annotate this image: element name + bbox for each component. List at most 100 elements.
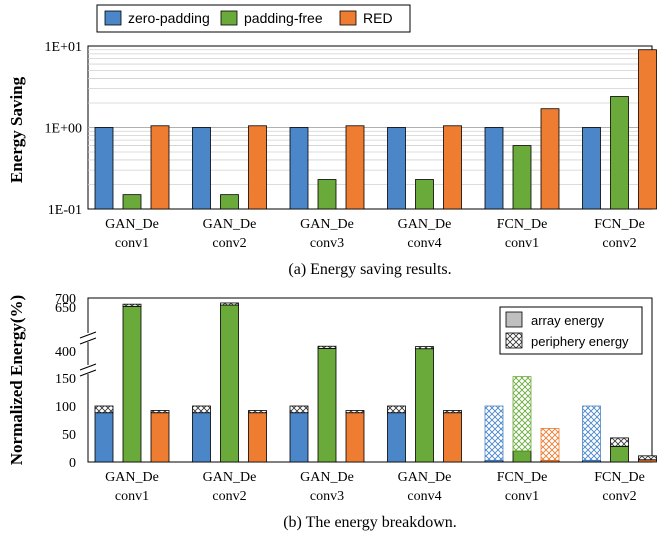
chart-b-axis-breaks <box>79 331 97 377</box>
x-tick-label: GAN_De <box>105 470 159 485</box>
x-tick-label: GAN_De <box>398 470 452 485</box>
x-tick-label: conv4 <box>407 236 441 251</box>
chart-b-x-ticks: GAN_De conv1 GAN_De conv2 GAN_De conv3 GAN_Dec… <box>105 470 645 504</box>
bar-padding-free-5 <box>610 96 629 210</box>
bar-periphery-padding-free-3 <box>415 346 434 350</box>
y-tick-label: 100 <box>55 400 76 415</box>
bar-zero-padding-1 <box>192 127 211 210</box>
bar-array-padding-free-0 <box>122 305 142 463</box>
legend-label-zero-padding: zero-padding <box>128 10 210 26</box>
chart-a-bars <box>94 49 657 210</box>
x-tick-label: conv1 <box>115 489 149 504</box>
bar-periphery-red-3 <box>443 410 462 414</box>
series-legend: zero-padding padding-free RED <box>96 4 411 33</box>
bar-periphery-red-2 <box>345 410 365 414</box>
x-tick-label: GAN_De <box>203 470 257 485</box>
bar-array-zero-padding-2 <box>289 412 309 463</box>
legend-label-red: RED <box>363 10 393 26</box>
bar-zero-padding-0 <box>94 127 114 210</box>
y-tick-label: 1E+01 <box>45 40 82 55</box>
legend-label-padding-free: padding-free <box>244 10 323 26</box>
legend-swatch-array-energy <box>505 311 523 328</box>
bar-array-red-1 <box>248 412 267 463</box>
bar-red-0 <box>150 125 170 210</box>
x-tick-label: GAN_De <box>203 217 257 232</box>
chart-a-gridlines <box>88 49 652 185</box>
x-tick-label: conv2 <box>602 489 636 504</box>
bar-periphery-zero-padding-5 <box>582 405 601 461</box>
x-tick-label: conv3 <box>310 489 344 504</box>
bar-periphery-red-1 <box>248 410 267 414</box>
x-tick-label: FCN_De <box>497 470 548 485</box>
legend-swatch-red <box>339 10 357 26</box>
bar-zero-padding-5 <box>582 127 601 210</box>
bar-array-red-0 <box>150 412 170 463</box>
chart-a-y-label: Energy Saving <box>7 76 26 183</box>
x-tick-label: conv4 <box>407 489 441 504</box>
x-tick-label: GAN_De <box>398 217 452 232</box>
bar-periphery-padding-free-5 <box>610 437 629 447</box>
bar-array-red-2 <box>345 412 365 463</box>
bar-zero-padding-3 <box>387 127 406 210</box>
bar-periphery-red-0 <box>150 410 170 414</box>
bar-array-padding-free-3 <box>415 348 434 463</box>
bar-red-3 <box>443 125 462 210</box>
legend-swatch-zero-padding <box>104 10 122 26</box>
legend-swatch-periphery-energy <box>505 332 523 349</box>
bar-red-5 <box>638 49 657 210</box>
y-tick-label: 700 <box>55 292 76 307</box>
bar-padding-free-3 <box>415 179 434 210</box>
bar-array-padding-free-5 <box>610 445 629 463</box>
bar-periphery-padding-free-1 <box>220 302 239 306</box>
x-tick-label: FCN_De <box>594 470 645 485</box>
bar-array-zero-padding-0 <box>94 412 114 463</box>
x-tick-label: conv2 <box>602 236 636 251</box>
bar-array-red-3 <box>443 412 462 463</box>
bar-periphery-zero-padding-4 <box>484 405 504 461</box>
bar-periphery-zero-padding-1 <box>192 405 211 414</box>
bar-array-zero-padding-3 <box>387 412 406 463</box>
bar-zero-padding-4 <box>484 127 504 210</box>
bar-padding-free-1 <box>220 194 239 210</box>
x-tick-label: conv2 <box>212 489 246 504</box>
x-tick-label: GAN_De <box>105 217 159 232</box>
chart-b-bars <box>94 302 657 463</box>
y-tick-label: 0 <box>69 456 76 471</box>
bar-padding-free-2 <box>317 179 337 210</box>
x-tick-label: GAN_De <box>300 470 354 485</box>
x-tick-label: conv3 <box>310 236 344 251</box>
bar-zero-padding-2 <box>289 127 309 210</box>
y-tick-label: 650 <box>55 301 76 316</box>
bar-array-zero-padding-1 <box>192 412 211 463</box>
bar-periphery-zero-padding-2 <box>289 405 309 414</box>
bar-red-1 <box>248 125 267 210</box>
y-tick-label: 150 <box>55 372 76 387</box>
bar-red-4 <box>540 108 560 210</box>
bar-periphery-padding-free-2 <box>317 345 337 349</box>
y-tick-label: 400 <box>55 345 76 360</box>
chart-a-title: (a) Energy saving results. <box>288 261 451 278</box>
y-tick-label: 50 <box>62 428 76 443</box>
x-tick-label: conv1 <box>505 489 539 504</box>
bar-array-padding-free-1 <box>220 304 239 463</box>
bar-array-padding-free-2 <box>317 347 337 463</box>
bar-array-padding-free-4 <box>512 450 532 463</box>
x-tick-label: FCN_De <box>497 217 548 232</box>
chart-a-y-ticks: 1E-01 1E+00 1E+01 <box>45 40 82 218</box>
bar-padding-free-4 <box>512 145 532 210</box>
chart-a: 1E-01 1E+00 1E+01 GAN_De conv1 GAN_De conv2 GA… <box>7 40 657 278</box>
bar-red-2 <box>345 125 365 210</box>
bar-periphery-zero-padding-0 <box>94 405 114 414</box>
bar-periphery-padding-free-0 <box>122 303 142 307</box>
legend-label-periphery-energy: periphery energy <box>531 334 629 349</box>
y-tick-label: 1E+00 <box>45 122 82 137</box>
stack-legend: array energy periphery energy <box>499 306 643 355</box>
bar-periphery-red-4 <box>540 427 560 461</box>
y-tick-label: 1E-01 <box>48 203 82 218</box>
x-tick-label: conv1 <box>505 236 539 251</box>
x-tick-label: GAN_De <box>300 217 354 232</box>
chart-b-title: (b) The energy breakdown. <box>283 514 457 531</box>
